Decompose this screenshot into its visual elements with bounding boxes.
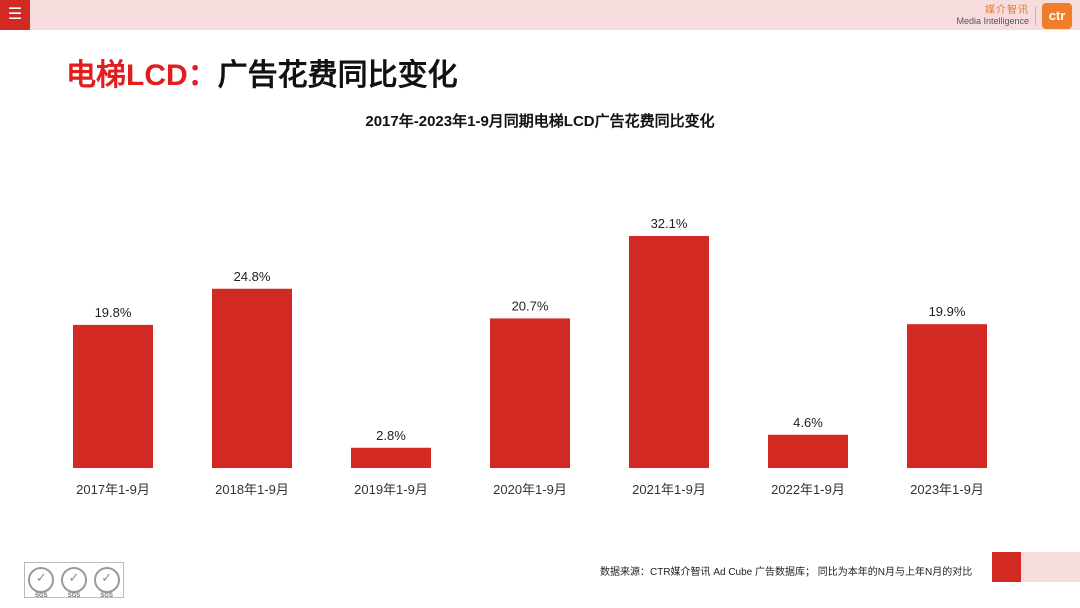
top-bar xyxy=(0,0,1080,30)
sgs-seal-label: SGS xyxy=(34,593,48,599)
certification-badges: SGS SGS SGS xyxy=(24,562,124,599)
bar-2021年1-9月 xyxy=(629,236,709,468)
x-tick-label: 2020年1-9月 xyxy=(493,482,567,497)
bar-value-label: 19.8% xyxy=(95,305,132,320)
footer-accent-red xyxy=(992,552,1021,582)
x-tick-label: 2019年1-9月 xyxy=(354,482,428,497)
page-title-rest: 广告花费同比变化 xyxy=(217,59,458,92)
bar-value-label: 20.7% xyxy=(512,298,549,313)
page-title: 电梯LCD：广告花费同比变化 xyxy=(66,50,458,94)
brand-logo-group: 媒介智讯 Media Intelligence ctr xyxy=(956,2,1072,30)
footer-accent-light xyxy=(1021,552,1080,582)
bar-value-label: 32.1% xyxy=(651,216,688,231)
sgs-seal-icon: SGS xyxy=(28,567,55,599)
bar-2017年1-9月 xyxy=(73,324,153,468)
bar-value-label: 24.8% xyxy=(234,269,271,284)
menu-button[interactable]: ☰ xyxy=(0,0,30,30)
bar-value-label: 2.8% xyxy=(376,428,406,443)
sgs-seal-label: SGS xyxy=(100,593,113,599)
sgs-seal-icon: SGS xyxy=(93,567,120,599)
page-title-highlight: 电梯LCD： xyxy=(66,59,218,92)
bar-2023年1-9月 xyxy=(907,324,987,468)
bar-2022年1-9月 xyxy=(768,434,848,468)
brand-name-en: Media Intelligence xyxy=(956,16,1029,26)
x-tick-label: 2022年1-9月 xyxy=(771,482,845,497)
sgs-seal-label: SGS xyxy=(67,593,81,599)
bar-value-label: 19.9% xyxy=(929,304,966,319)
bar-2020年1-9月 xyxy=(490,318,570,468)
chart-title: 2017年-2023年1-9月同期电梯LCD广告花费同比变化 xyxy=(365,112,714,130)
brand-name-cn: 媒介智讯 xyxy=(985,5,1029,16)
x-tick-label: 2017年1-9月 xyxy=(76,482,150,497)
sgs-seal-icon: SGS xyxy=(60,567,87,599)
x-tick-label: 2018年1-9月 xyxy=(215,482,289,497)
ctr-logo: ctr xyxy=(1042,3,1072,29)
bar-2019年1-9月 xyxy=(351,447,431,468)
hamburger-icon: ☰ xyxy=(7,6,23,23)
x-tick-label: 2023年1-9月 xyxy=(910,482,984,497)
bar-value-label: 4.6% xyxy=(793,415,823,430)
footer-source-note: 数据来源：CTR媒介智讯 Ad Cube 广告数据库； 同比为本年的N月与上年N… xyxy=(600,567,973,578)
brand-divider xyxy=(1035,6,1036,26)
x-tick-label: 2021年1-9月 xyxy=(632,482,706,497)
bar-2018年1-9月 xyxy=(212,288,292,468)
